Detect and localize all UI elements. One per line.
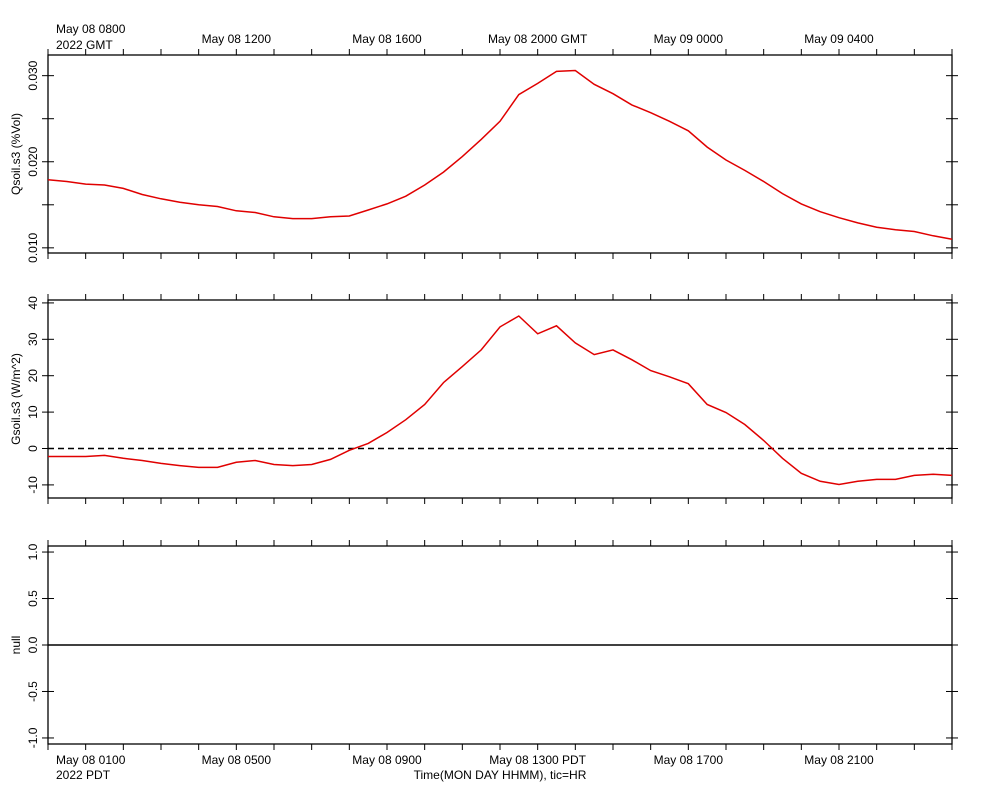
- y-tick-label: -0.5: [26, 681, 40, 702]
- bottom-time-label: May 08 0100: [56, 753, 126, 767]
- data-line: [47, 69, 953, 240]
- top-time-label: May 09 0000: [654, 32, 724, 46]
- x-axis-label: Time(MON DAY HHMM), tic=HR: [414, 768, 587, 782]
- plot-frame: [47, 299, 953, 499]
- y-axis-label: null: [9, 636, 23, 655]
- data-line: [48, 315, 953, 486]
- bottom-time-label: May 08 1300 PDT: [489, 753, 586, 767]
- bottom-year-label: 2022 PDT: [56, 768, 111, 782]
- top-year-label: 2022 GMT: [56, 38, 113, 52]
- y-tick-label: 1.0: [26, 543, 40, 560]
- y-tick-label: 0.020: [26, 146, 40, 176]
- top-time-label: May 08 2000 GMT: [488, 32, 588, 46]
- y-tick-label: 30: [26, 332, 40, 346]
- y-tick-label: 40: [26, 296, 40, 310]
- top-time-label: May 08 1200: [202, 32, 272, 46]
- plot-frame: [47, 54, 953, 254]
- y-tick-label: 0.0: [26, 636, 40, 653]
- y-tick-label: 10: [26, 405, 40, 419]
- y-tick-label: 0: [26, 445, 40, 452]
- y-tick-label: -10: [26, 476, 40, 494]
- bottom-time-label: May 08 0900: [352, 753, 422, 767]
- y-tick-label: 20: [26, 369, 40, 383]
- y-tick-label: 0.010: [26, 232, 40, 262]
- bottom-time-label: May 08 1700: [654, 753, 724, 767]
- y-tick-label: 0.030: [26, 60, 40, 90]
- y-tick-label: 0.5: [26, 590, 40, 607]
- bottom-time-label: May 08 2100: [804, 753, 874, 767]
- top-time-label: May 09 0400: [804, 32, 874, 46]
- top-time-label: May 08 0800: [56, 22, 126, 36]
- bottom-time-label: May 08 0500: [202, 753, 272, 767]
- y-axis-label: Gsoil.s3 (W/m^2): [9, 353, 23, 445]
- y-axis-label: Qsoil.s3 (%Vol): [9, 113, 23, 195]
- y-tick-label: -1.0: [26, 727, 40, 748]
- top-time-label: May 08 1600: [352, 32, 422, 46]
